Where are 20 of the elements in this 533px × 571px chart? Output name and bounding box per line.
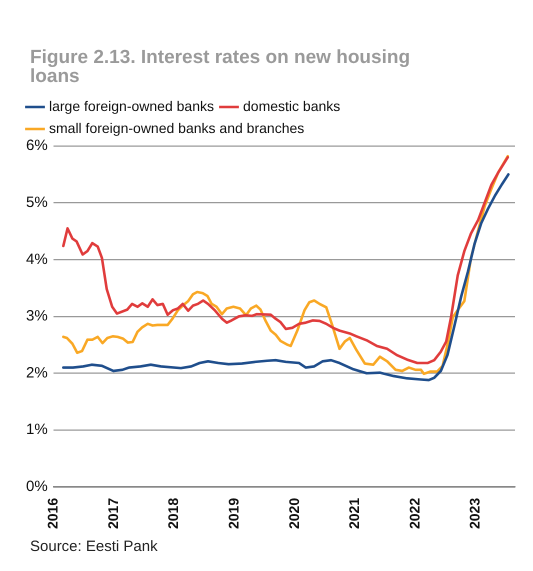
y-tick-label: 0% [26,478,48,495]
x-tick-label: 2016 [44,498,61,530]
legend-label: domestic banks [242,98,340,114]
y-tick-label: 5% [26,194,48,211]
x-tick-label: 2020 [286,498,302,530]
x-tick-label: 2018 [165,498,182,530]
x-tick-label: 2022 [406,498,422,530]
x-tick-label: 2019 [225,498,242,530]
y-tick-label: 2% [26,364,48,382]
chart-title: Figure 2.13. Interest rates on new housing loans [30,47,412,87]
y-tick-label: 1% [26,421,48,438]
x-tick-label: 2017 [104,498,121,530]
legend-label: large foreign-owned banks [49,98,214,114]
legend-label: small foreign-owned banks and branches [49,120,304,136]
x-tick-label: 2023 [466,498,483,530]
y-tick-label: 3% [26,308,48,325]
x-tick-label: 2021 [346,498,362,530]
source-note: Source: Eesti Pank [30,538,158,555]
y-tick-label: 6% [26,137,48,154]
y-tick-label: 4% [26,250,48,268]
